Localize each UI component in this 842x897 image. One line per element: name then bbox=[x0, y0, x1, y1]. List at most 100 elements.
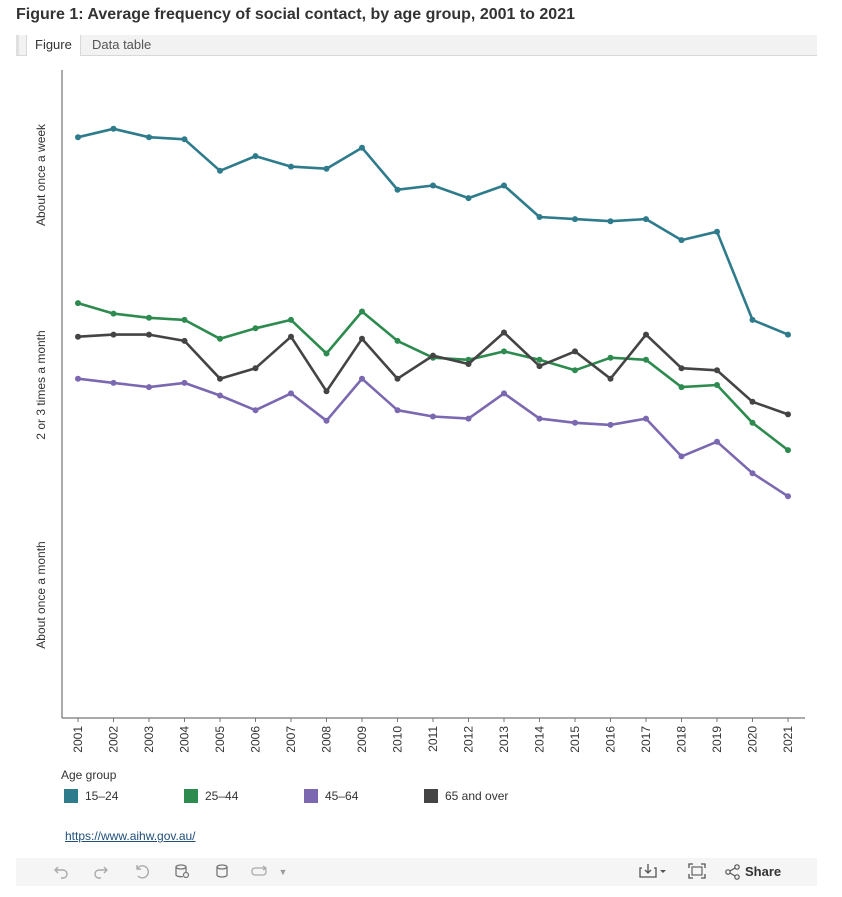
data-point bbox=[501, 348, 507, 355]
x-tick-label: 2009 bbox=[355, 726, 369, 753]
x-tick-label: 2014 bbox=[533, 726, 547, 753]
series-line bbox=[77, 331, 789, 416]
data-point bbox=[394, 375, 401, 382]
tab-bar: Figure Data table bbox=[16, 35, 817, 56]
data-point bbox=[643, 356, 649, 363]
data-point bbox=[607, 218, 614, 225]
data-point bbox=[430, 182, 436, 189]
legend-item[interactable]: 15–24 bbox=[64, 788, 118, 804]
data-point bbox=[607, 375, 614, 382]
legend-label: 65 and over bbox=[445, 789, 509, 803]
data-point bbox=[75, 375, 81, 382]
data-point bbox=[359, 375, 365, 382]
data-point bbox=[749, 398, 756, 405]
data-point bbox=[749, 316, 756, 323]
data-point bbox=[501, 329, 507, 336]
legend-swatch bbox=[184, 789, 198, 803]
data-point bbox=[217, 375, 223, 382]
share-view-icon[interactable] bbox=[247, 863, 275, 881]
data-point bbox=[749, 470, 756, 477]
data-point bbox=[430, 413, 436, 420]
data-point bbox=[643, 216, 649, 223]
y-tick-label: About once a week bbox=[34, 123, 48, 226]
tab-figure[interactable]: Figure bbox=[26, 35, 81, 56]
x-tick-label: 2003 bbox=[142, 726, 156, 753]
data-point bbox=[643, 331, 649, 338]
data-point bbox=[536, 415, 543, 422]
x-tick-label: 2010 bbox=[391, 726, 405, 753]
data-point bbox=[146, 314, 152, 321]
x-tick-label: 2004 bbox=[178, 726, 192, 753]
data-point bbox=[678, 453, 685, 460]
data-point bbox=[785, 331, 791, 338]
fullscreen-icon[interactable] bbox=[687, 863, 707, 881]
data-point bbox=[110, 125, 117, 132]
data-point bbox=[394, 337, 401, 344]
data-point bbox=[678, 365, 685, 372]
x-tick-label: 2016 bbox=[604, 726, 618, 753]
source-link[interactable]: https://www.aihw.gov.au/ bbox=[65, 829, 196, 843]
figure-title: Figure 1: Average frequency of social co… bbox=[16, 6, 575, 23]
series-line bbox=[77, 377, 789, 498]
download-icon[interactable] bbox=[637, 863, 671, 881]
x-tick-label: 2018 bbox=[675, 726, 689, 753]
refresh-icon[interactable] bbox=[173, 863, 191, 881]
legend-swatch bbox=[64, 789, 78, 803]
data-point bbox=[252, 325, 259, 332]
data-point bbox=[217, 335, 223, 342]
viz-toolbar: ▼ Share bbox=[16, 858, 817, 886]
tab-data-table[interactable]: Data table bbox=[92, 37, 152, 52]
x-tick-label: 2017 bbox=[639, 726, 653, 753]
data-point bbox=[146, 134, 152, 141]
x-tick-label: 2011 bbox=[426, 726, 440, 752]
data-point bbox=[536, 356, 543, 363]
x-tick-label: 2007 bbox=[284, 726, 298, 753]
x-tick-label: 2002 bbox=[107, 726, 121, 753]
x-tick-label: 2013 bbox=[497, 726, 511, 753]
legend-item[interactable]: 25–44 bbox=[184, 788, 238, 804]
chevron-down-icon[interactable]: ▼ bbox=[278, 867, 288, 877]
data-point bbox=[110, 331, 117, 338]
legend-label: 15–24 bbox=[85, 789, 119, 803]
redo-icon[interactable] bbox=[92, 863, 110, 881]
legend-swatch bbox=[424, 789, 438, 803]
data-point bbox=[181, 379, 188, 386]
legend-swatch bbox=[304, 789, 318, 803]
data-point bbox=[536, 363, 543, 370]
data-point bbox=[217, 392, 223, 399]
data-point bbox=[430, 352, 436, 359]
share-icon bbox=[725, 864, 740, 880]
data-point bbox=[572, 367, 578, 374]
x-tick-label: 2001 bbox=[71, 726, 85, 753]
series-line bbox=[77, 127, 789, 336]
data-point bbox=[678, 237, 685, 244]
line-chart: 2001 2002 2003 2004 2005 2006 2007 2008 2009 2010… bbox=[34, 70, 805, 753]
x-tick-label: 2019 bbox=[710, 726, 724, 753]
share-button[interactable]: Share bbox=[725, 863, 787, 881]
data-point bbox=[607, 354, 614, 361]
data-point bbox=[359, 308, 365, 315]
data-point bbox=[465, 415, 472, 422]
data-point bbox=[288, 316, 294, 323]
legend-label: 45–64 bbox=[325, 789, 359, 803]
x-tick-label: 2012 bbox=[462, 726, 476, 753]
x-tick-label: 2015 bbox=[568, 726, 582, 753]
legend-item[interactable]: 45–64 bbox=[304, 788, 358, 804]
revert-icon[interactable] bbox=[132, 863, 150, 881]
legend-item[interactable]: 65 and over bbox=[424, 788, 508, 804]
tab-bar-edge bbox=[16, 35, 19, 55]
data-point bbox=[572, 348, 578, 355]
data-point bbox=[146, 384, 152, 391]
data-point bbox=[252, 407, 259, 414]
x-tick-label: 2021 bbox=[781, 726, 795, 753]
data-point bbox=[607, 421, 614, 428]
data-point bbox=[465, 361, 472, 367]
data-point bbox=[288, 390, 294, 397]
legend-label: 25–44 bbox=[205, 789, 239, 803]
data-point bbox=[323, 388, 330, 395]
undo-icon[interactable] bbox=[52, 863, 70, 881]
data-point bbox=[181, 316, 188, 323]
pause-icon[interactable] bbox=[213, 863, 231, 881]
data-point bbox=[572, 419, 578, 426]
x-tick-label: 2008 bbox=[320, 726, 334, 753]
